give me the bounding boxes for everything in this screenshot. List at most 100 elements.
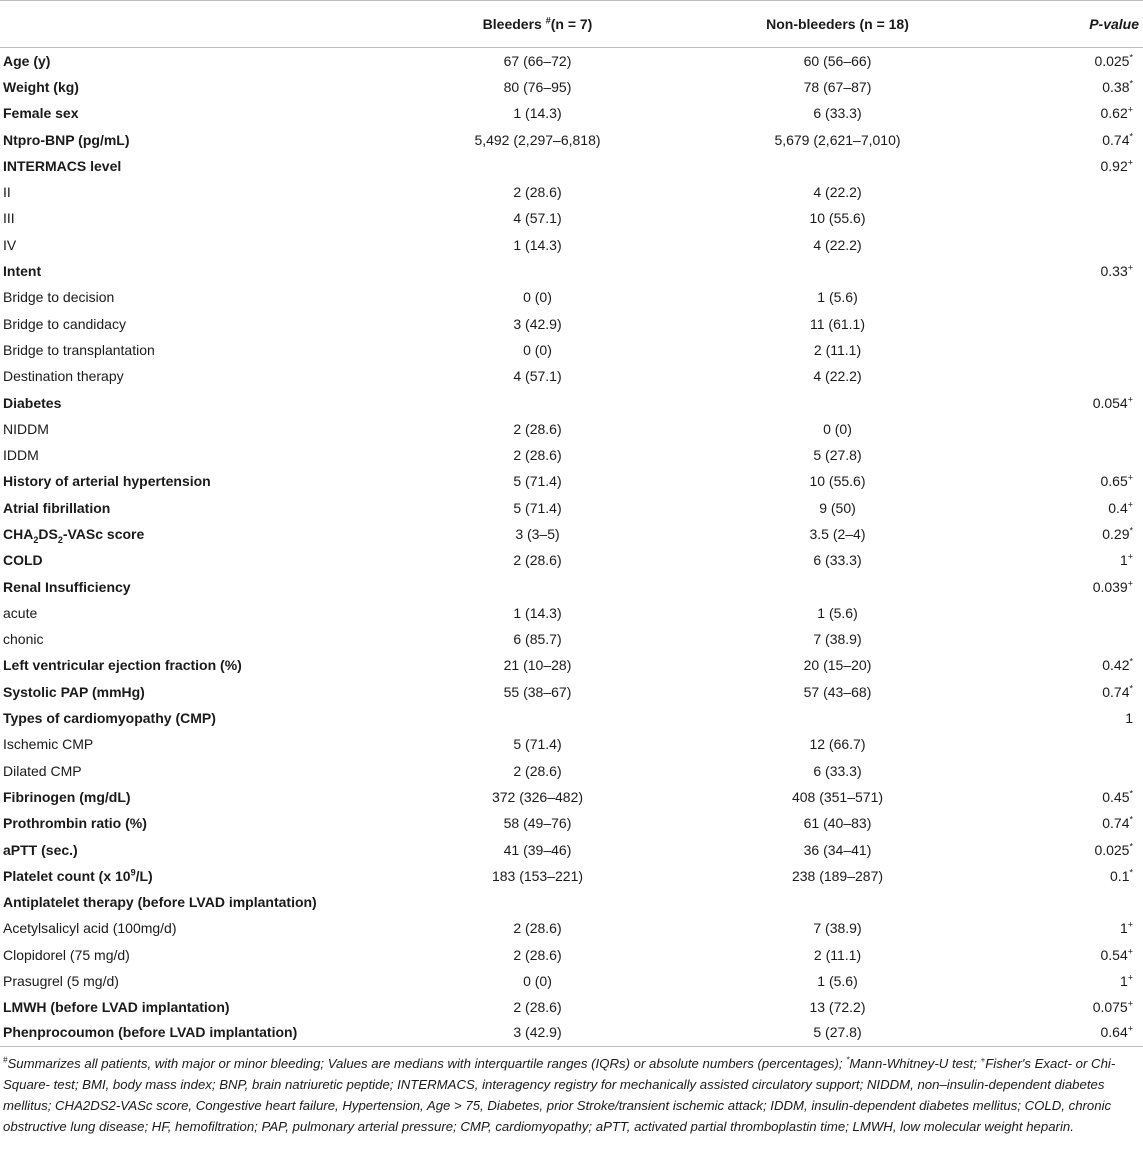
non-bleeders-value: 1 (5.6) xyxy=(817,973,858,990)
p-value-number: 0.54 xyxy=(1100,946,1128,963)
table-row: Prothrombin ratio (%) 58 (49–76) 61 (40–83… xyxy=(0,810,1143,836)
bleeders-value: 41 (39–46) xyxy=(503,841,572,858)
p-value: 0.42* xyxy=(1000,652,1143,678)
non-bleeders-value: 78 (67–87) xyxy=(803,78,872,95)
p-value-test-mark: + xyxy=(1127,946,1133,957)
non-bleeders-value: 4 (22.2) xyxy=(813,236,862,253)
non-bleeders-value: 57 (43–68) xyxy=(803,683,872,700)
p-value: 0.62+ xyxy=(1000,100,1143,126)
p-value: 0.74* xyxy=(1000,679,1143,705)
table-row: acute 1 (14.3) 1 (5.6) xyxy=(0,600,1143,626)
p-value-test-mark: + xyxy=(1127,919,1133,930)
p-value-test-mark: + xyxy=(1127,972,1133,983)
p-value-number: 0.65 xyxy=(1100,473,1128,490)
non-bleeders-value: 5 (27.8) xyxy=(675,1020,1000,1048)
p-value-test-mark: * xyxy=(1129,814,1133,825)
bleeders-value: 5,492 (2,297–6,818) xyxy=(474,131,601,148)
non-bleeders-value: 5 (27.8) xyxy=(813,447,862,464)
table-row: Dilated CMP 2 (28.6) 6 (33.3) xyxy=(0,758,1143,784)
bleeders-value: 1 (14.3) xyxy=(513,604,562,621)
header-bleeders-suffix: (n = 7) xyxy=(550,16,593,32)
patient-characteristics-table: Bleeders #(n = 7) Non-bleeders (n = 18) … xyxy=(0,0,1143,1048)
non-bleeders-value: 36 (34–41) xyxy=(803,841,872,858)
non-bleeders-value xyxy=(675,153,1000,179)
p-value-number: 0.1 xyxy=(1110,867,1130,884)
table-row: NIDDM 2 (28.6) 0 (0) xyxy=(0,416,1143,442)
table-row: History of arterial hypertension 5 (71.4)… xyxy=(0,468,1143,494)
header-p-value: P-value xyxy=(1000,0,1143,48)
p-value: 0.025* xyxy=(1000,836,1143,862)
p-value: 0.45* xyxy=(1000,784,1143,810)
row-label: Weight (kg) xyxy=(3,78,79,95)
p-value xyxy=(1000,284,1143,310)
p-value-test-mark: * xyxy=(1129,840,1133,851)
bleeders-value: 2 (28.6) xyxy=(513,552,562,569)
table-row: Destination therapy 4 (57.1) 4 (22.2) xyxy=(0,363,1143,389)
table-header-row: Bleeders #(n = 7) Non-bleeders (n = 18) … xyxy=(0,0,1143,48)
table-row: IV 1 (14.3) 4 (22.2) xyxy=(0,232,1143,258)
table-row: Bridge to candidacy 3 (42.9) 11 (61.1) xyxy=(0,310,1143,336)
p-value-number: 1 xyxy=(1125,710,1133,727)
bleeders-value xyxy=(400,258,675,284)
footnote-part2: Mann-Whitney-U test; xyxy=(849,1056,981,1072)
table-row: CHA2DS2-VASc score 3 (3–5) 3.5 (2–4) 0.29* xyxy=(0,521,1143,547)
bleeders-value: 2 (28.6) xyxy=(513,420,562,437)
footnote-plus: + xyxy=(980,1055,986,1065)
row-label: Age (y) xyxy=(3,52,51,69)
p-value-number: 0.45 xyxy=(1102,788,1130,805)
row-label: Destination therapy xyxy=(3,368,124,385)
bleeders-value: 4 (57.1) xyxy=(513,368,562,385)
bleeders-value: 3 (3–5) xyxy=(515,525,560,542)
table-row: Fibrinogen (mg/dL) 372 (326–482) 408 (351–… xyxy=(0,784,1143,810)
bleeders-value: 5 (71.4) xyxy=(513,499,562,516)
row-label: Intent xyxy=(3,263,42,280)
row-label: Bridge to transplantation xyxy=(3,341,155,358)
non-bleeders-value: 6 (33.3) xyxy=(813,105,862,122)
bleeders-value: 80 (76–95) xyxy=(503,78,572,95)
non-bleeders-value: 3.5 (2–4) xyxy=(809,525,866,542)
p-value-test-mark: * xyxy=(1129,52,1133,63)
row-label: CHA2DS2-VASc score xyxy=(3,525,145,545)
p-value-number: 0.62 xyxy=(1100,105,1128,122)
row-label: Ntpro-BNP (pg/mL) xyxy=(3,131,130,148)
non-bleeders-value: 13 (72.2) xyxy=(809,999,866,1016)
bleeders-value: 372 (326–482) xyxy=(491,788,584,805)
table-row: Female sex 1 (14.3) 6 (33.3) 0.62+ xyxy=(0,100,1143,126)
p-value: 0.025* xyxy=(1000,48,1143,74)
non-bleeders-value: 2 (11.1) xyxy=(813,946,862,963)
p-value-test-mark: + xyxy=(1127,472,1133,483)
p-value-number: 0.64 xyxy=(1100,1024,1128,1041)
p-value-number: 0.025 xyxy=(1094,841,1130,858)
bleeders-value: 2 (28.6) xyxy=(513,184,562,201)
header-non-bleeders: Non-bleeders (n = 18) xyxy=(675,0,1000,48)
footnote-part1: Summarizes all patients, with major or m… xyxy=(7,1056,847,1072)
table-body: Age (y) 67 (66–72) 60 (56–66) 0.025* Weight … xyxy=(0,48,1143,1048)
table-row: Types of cardiomyopathy (CMP) 1 xyxy=(0,705,1143,731)
header-bleeders: Bleeders #(n = 7) xyxy=(400,0,675,48)
p-value-number: 0.054 xyxy=(1092,394,1128,411)
p-value-number: 1 xyxy=(1119,552,1128,569)
p-value-number: 0.33 xyxy=(1100,263,1128,280)
row-label: IDDM xyxy=(3,447,39,464)
bleeders-value: 183 (153–221) xyxy=(491,867,584,884)
table-row: III 4 (57.1) 10 (55.6) xyxy=(0,205,1143,231)
bleeders-value: 67 (66–72) xyxy=(503,52,572,69)
table-row: Age (y) 67 (66–72) 60 (56–66) 0.025* xyxy=(0,48,1143,74)
non-bleeders-value: 238 (189–287) xyxy=(791,867,884,884)
p-value: 0.054+ xyxy=(1000,389,1143,415)
non-bleeders-value: 2 (11.1) xyxy=(813,341,862,358)
bleeders-value: 5 (71.4) xyxy=(513,736,562,753)
p-value-number: 1 xyxy=(1119,920,1128,937)
table-row: Left ventricular ejection fraction (%) 21… xyxy=(0,652,1143,678)
bleeders-value: 3 (42.9) xyxy=(513,315,562,332)
row-label: Platelet count (x 109/L) xyxy=(3,867,153,884)
header-bleeders-prefix: Bleeders xyxy=(482,16,546,32)
non-bleeders-value: 10 (55.6) xyxy=(809,473,866,490)
p-value: 1 xyxy=(1000,705,1143,731)
p-value xyxy=(1000,363,1143,389)
table-footnote: #Summarizes all patients, with major or … xyxy=(0,1047,1143,1137)
header-bleeders-hash: # xyxy=(545,15,551,26)
row-label: LMWH (before LVAD implantation) xyxy=(3,999,230,1016)
bleeders-value: 4 (57.1) xyxy=(513,210,562,227)
bleeders-value xyxy=(400,573,675,599)
